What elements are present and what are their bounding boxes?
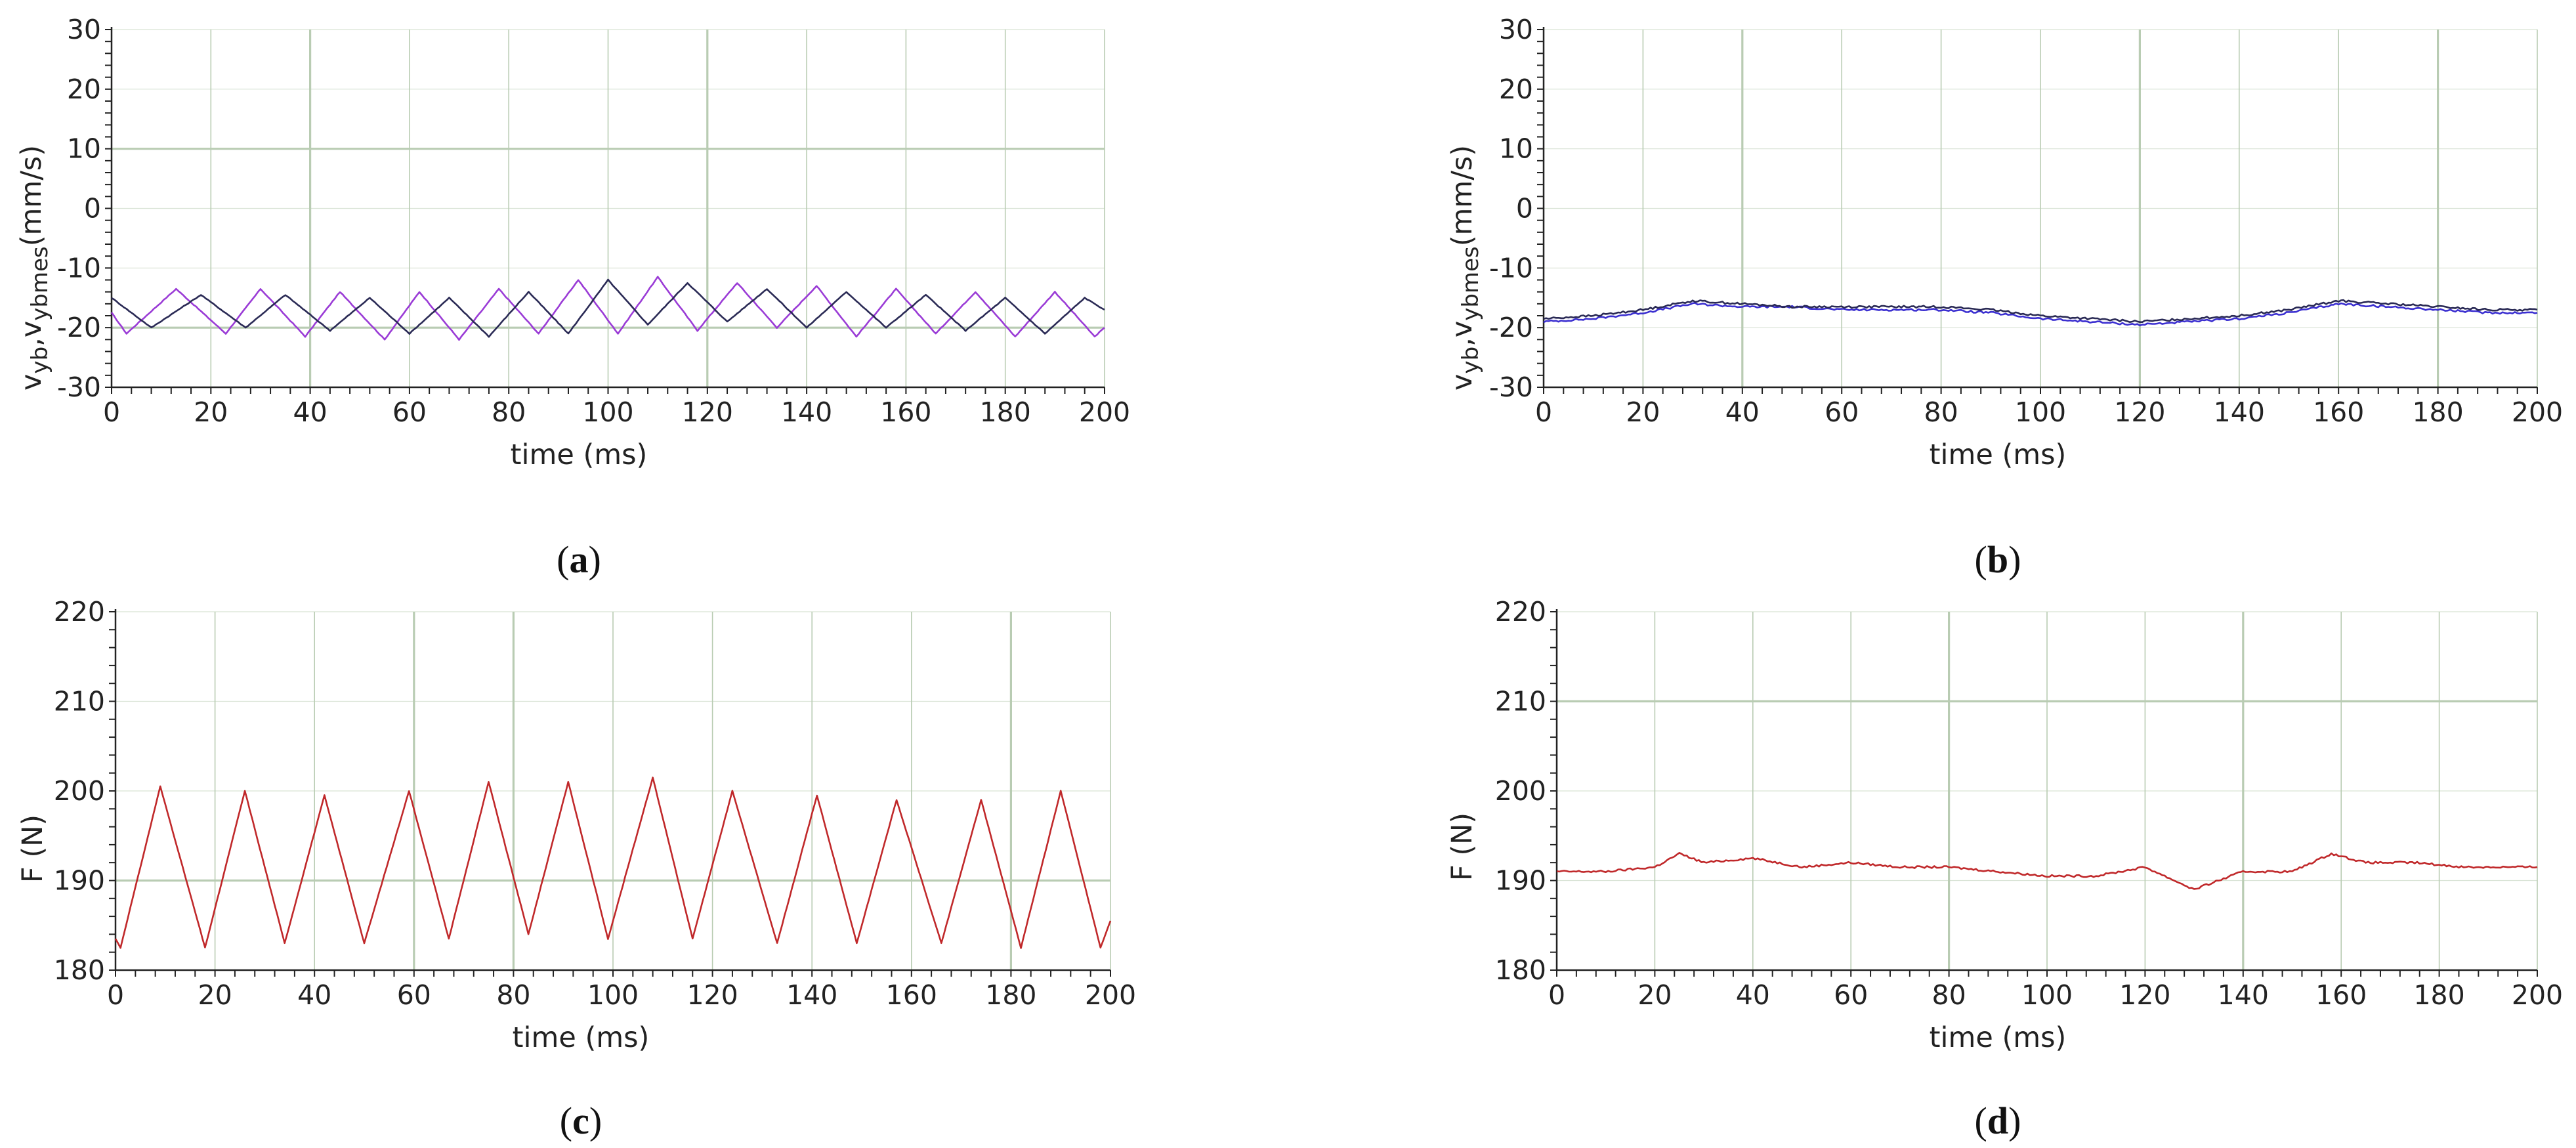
y-tick-label: 190 bbox=[1495, 865, 1546, 897]
y-axis-label-b: vyb,vybmes(mm/s) bbox=[1446, 145, 1484, 391]
panel-b: 0 20 40 60 80 100 120 140 160 180 200 -30 -20 -10 0 10 2… bbox=[1446, 14, 2563, 581]
x-tick-label: 120 bbox=[2114, 396, 2165, 428]
y-tick-label: 180 bbox=[1495, 954, 1546, 986]
x-tick-label: 180 bbox=[2413, 979, 2464, 1011]
y-tick-label: 0 bbox=[1516, 193, 1533, 224]
y-tick-label: 220 bbox=[1495, 596, 1546, 627]
x-tick-label: 60 bbox=[1834, 979, 1868, 1011]
x-tick-label: 200 bbox=[1085, 979, 1136, 1011]
x-tick-label: 20 bbox=[194, 396, 228, 428]
series-line bbox=[1543, 299, 2538, 324]
x-tick-label: 40 bbox=[1725, 396, 1760, 428]
x-tick-label: 40 bbox=[297, 979, 331, 1011]
y-tick-label: 200 bbox=[54, 775, 105, 807]
x-tick-label: 160 bbox=[886, 979, 937, 1011]
y-tick-label: -20 bbox=[1489, 312, 1533, 343]
x-tick-label: 200 bbox=[1079, 396, 1130, 428]
panel-a: 0 20 40 60 80 100 120 140 160 180 200 -30 -20 -10 0 10 2… bbox=[15, 14, 1130, 581]
x-tick-label: 80 bbox=[1924, 396, 1958, 428]
x-tick-label: 200 bbox=[2512, 979, 2563, 1011]
series-line bbox=[110, 276, 1105, 341]
x-tick-label: 180 bbox=[985, 979, 1036, 1011]
x-tick-label: 160 bbox=[2313, 396, 2364, 428]
x-tick-label: 20 bbox=[198, 979, 232, 1011]
x-tick-label: 20 bbox=[1626, 396, 1660, 428]
x-tick-label: 120 bbox=[2119, 979, 2170, 1011]
y-tick-label: 180 bbox=[54, 954, 105, 986]
x-tick-label: 20 bbox=[1637, 979, 1672, 1011]
panel-d: 0 20 40 60 80 100 120 140 160 180 200 180 190 200 210 2… bbox=[1446, 596, 2563, 1142]
x-tick-label: 200 bbox=[2512, 396, 2563, 428]
y-tick-label: 10 bbox=[1499, 133, 1533, 165]
y-tick-label: 20 bbox=[1499, 74, 1533, 105]
y-tick-label: 200 bbox=[1495, 775, 1546, 807]
y-tick-label: 0 bbox=[84, 193, 101, 224]
y-tick-label: 30 bbox=[67, 14, 101, 45]
y-tick-label: -30 bbox=[57, 372, 101, 403]
x-axis-label-a: time (ms) bbox=[511, 438, 648, 471]
x-tick-label: 40 bbox=[1736, 979, 1770, 1011]
y-tick-label: -30 bbox=[1489, 372, 1533, 403]
x-tick-label: 80 bbox=[492, 396, 526, 428]
x-tick-label: 60 bbox=[392, 396, 427, 428]
x-tick-label: 140 bbox=[781, 396, 832, 428]
x-tick-label: 100 bbox=[2021, 979, 2073, 1011]
y-tick-label: -10 bbox=[1489, 252, 1533, 284]
series-line bbox=[114, 776, 1112, 949]
x-tick-label: 140 bbox=[2218, 979, 2269, 1011]
series-line bbox=[1556, 852, 2538, 890]
x-tick-label: 100 bbox=[587, 979, 639, 1011]
caption-c: (c) bbox=[560, 1099, 602, 1142]
x-tick-label: 0 bbox=[103, 396, 120, 428]
series-line bbox=[111, 278, 1105, 338]
y-tick-label: -10 bbox=[57, 252, 101, 284]
caption-a: (a) bbox=[557, 538, 601, 581]
y-tick-label: 210 bbox=[54, 686, 105, 717]
x-axis-label-c: time (ms) bbox=[513, 1021, 650, 1054]
x-tick-label: 120 bbox=[682, 396, 733, 428]
plot-area-c: 0 20 40 60 80 100 120 140 160 180 200 180 190 200 210 2… bbox=[54, 596, 1136, 1011]
y-tick-label: 210 bbox=[1495, 686, 1546, 717]
x-tick-label: 120 bbox=[686, 979, 738, 1011]
panel-c: 0 20 40 60 80 100 120 140 160 180 200 180 190 200 210 2… bbox=[16, 596, 1136, 1142]
plot-area-a: 0 20 40 60 80 100 120 140 160 180 200 -30 -20 -10 0 10 2… bbox=[57, 14, 1130, 428]
x-tick-label: 160 bbox=[2315, 979, 2367, 1011]
y-tick-label: 30 bbox=[1499, 14, 1533, 45]
x-axis-label-d: time (ms) bbox=[1930, 1021, 2067, 1054]
plot-area-b: 0 20 40 60 80 100 120 140 160 180 200 -30 -20 -10 0 10 2… bbox=[1489, 14, 2563, 428]
y-axis-label-d: F (N) bbox=[1446, 813, 1479, 881]
y-tick-label: 10 bbox=[67, 133, 101, 165]
x-tick-label: 180 bbox=[980, 396, 1031, 428]
x-tick-label: 80 bbox=[1932, 979, 1966, 1011]
x-tick-label: 180 bbox=[2412, 396, 2463, 428]
x-tick-label: 100 bbox=[582, 396, 633, 428]
x-tick-label: 140 bbox=[786, 979, 837, 1011]
y-tick-label: -20 bbox=[57, 312, 101, 343]
x-tick-label: 40 bbox=[293, 396, 327, 428]
x-tick-label: 60 bbox=[1825, 396, 1859, 428]
y-axis-label-c: F (N) bbox=[16, 815, 49, 883]
x-tick-label: 0 bbox=[107, 979, 124, 1011]
x-tick-label: 0 bbox=[1548, 979, 1565, 1011]
x-tick-label: 60 bbox=[397, 979, 431, 1011]
y-tick-label: 190 bbox=[54, 865, 105, 897]
x-tick-label: 100 bbox=[2015, 396, 2066, 428]
caption-d: (d) bbox=[1975, 1099, 2021, 1142]
x-tick-label: 80 bbox=[496, 979, 530, 1011]
x-tick-label: 140 bbox=[2214, 396, 2265, 428]
y-axis-label-a: vyb,vybmes(mm/s) bbox=[15, 145, 53, 391]
plot-area-d: 0 20 40 60 80 100 120 140 160 180 200 180 190 200 210 2… bbox=[1495, 596, 2563, 1011]
y-tick-label: 20 bbox=[67, 74, 101, 105]
y-tick-label: 220 bbox=[54, 596, 105, 627]
x-tick-label: 160 bbox=[880, 396, 931, 428]
series-line bbox=[1543, 302, 2538, 327]
x-tick-label: 0 bbox=[1535, 396, 1552, 428]
x-axis-label-b: time (ms) bbox=[1930, 438, 2067, 471]
caption-b: (b) bbox=[1975, 538, 2021, 581]
